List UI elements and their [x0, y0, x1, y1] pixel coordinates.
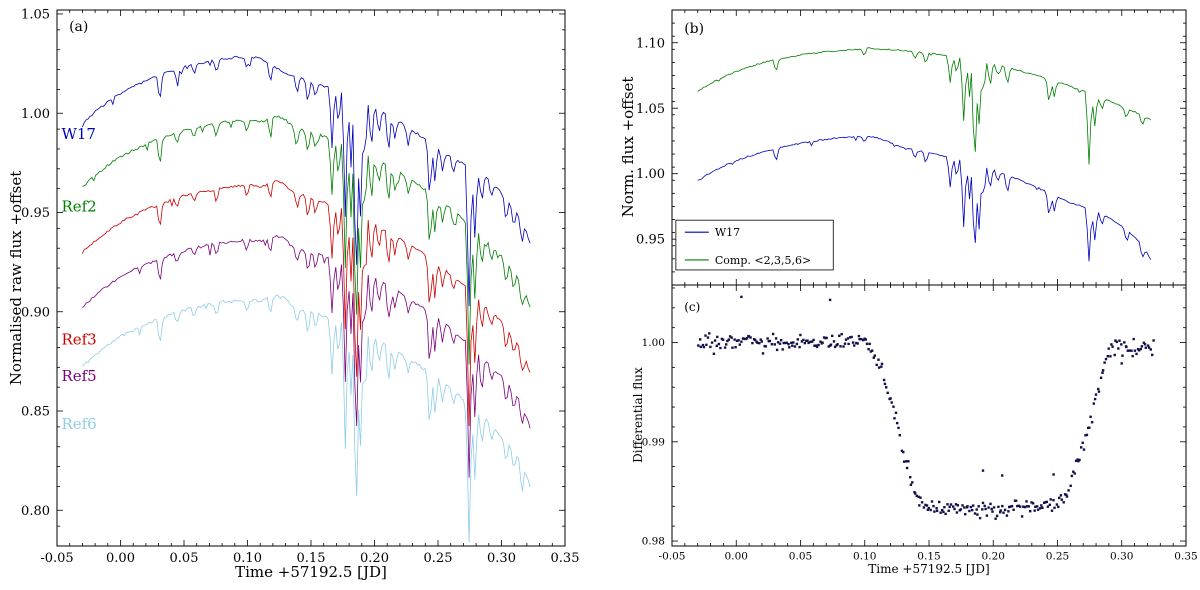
- series-w17: [82, 55, 531, 307]
- panel-b-tick-labels: 0.95 1.00 1.05 1.10: [636, 36, 665, 247]
- panel-a-ticks: [56, 10, 566, 547]
- svg-text:0.90: 0.90: [21, 305, 50, 320]
- panel-a-annotation--a-: (a): [69, 19, 88, 35]
- series-comp-2-3-5-6-: [697, 47, 1151, 165]
- svg-text:0.95: 0.95: [21, 206, 50, 221]
- svg-text:0.15: 0.15: [917, 551, 940, 563]
- svg-text:1.05: 1.05: [636, 102, 665, 117]
- svg-text:0.99: 0.99: [642, 436, 665, 448]
- svg-text:1.00: 1.00: [636, 167, 665, 182]
- svg-text:0.35: 0.35: [1174, 551, 1197, 563]
- panel-c-annotation--c-: (c): [684, 300, 700, 314]
- panel-a-spines: [56, 9, 566, 547]
- svg-text:0.00: 0.00: [106, 551, 135, 566]
- panel-c-data-area: [697, 295, 1155, 520]
- legend-entry-label: Comp. <2,3,5,6>: [715, 254, 811, 267]
- panel-c-ticks: [671, 285, 1187, 546]
- series-w17: [697, 135, 1152, 262]
- svg-text:0.20: 0.20: [982, 551, 1005, 563]
- svg-text:0.30: 0.30: [1110, 551, 1133, 563]
- panel-a-tick-labels: -0.05 0.00 0.05 0.10 0.15 0.20 0.25 0.30 0.35 0.8…: [21, 8, 579, 566]
- svg-text:0.25: 0.25: [1046, 551, 1069, 563]
- svg-text:0.35: 0.35: [551, 551, 580, 566]
- panel-b-annotation--b-: (b): [684, 21, 704, 37]
- scatter-series-differential-flux: [697, 295, 1155, 520]
- series-ref5: [82, 234, 531, 478]
- series-ref6: [82, 294, 531, 543]
- svg-text:0.05: 0.05: [170, 551, 199, 566]
- panel-a-annotation-ref6: Ref6: [61, 415, 96, 433]
- panel-a-annotation-ref3: Ref3: [61, 331, 96, 349]
- svg-text:-0.05: -0.05: [659, 551, 686, 563]
- svg-text:1.00: 1.00: [21, 107, 50, 122]
- svg-text:0.05: 0.05: [789, 551, 812, 563]
- svg-text:0.95: 0.95: [636, 233, 665, 248]
- svg-text:1.00: 1.00: [642, 337, 665, 349]
- panel-b-legend: W17 Comp. <2,3,5,6>: [675, 219, 834, 271]
- svg-text:0.10: 0.10: [853, 551, 876, 563]
- legend-entry-label: W17: [715, 226, 740, 239]
- svg-text:0.20: 0.20: [360, 551, 389, 566]
- panel-c-tick-labels: -0.05 0.00 0.05 0.10 0.15 0.20 0.25 0.30 0.35 0.9…: [642, 337, 1198, 562]
- panel-c-x-axis-label: Time +57192.5 [JD]: [868, 562, 990, 576]
- svg-text:0.30: 0.30: [487, 551, 516, 566]
- svg-text:1.10: 1.10: [636, 36, 665, 51]
- svg-text:1.05: 1.05: [21, 8, 50, 23]
- svg-text:0.15: 0.15: [297, 551, 326, 566]
- panel-b-y-axis-label: Norm. flux +offset: [619, 76, 637, 218]
- series-ref2: [82, 115, 531, 365]
- svg-text:-0.05: -0.05: [40, 551, 73, 566]
- svg-text:0.98: 0.98: [642, 536, 665, 548]
- series-ref3: [82, 180, 531, 427]
- panel-a-annotation-ref2: Ref2: [61, 197, 96, 215]
- panel-a-annotation-ref5: Ref5: [61, 367, 96, 385]
- svg-text:0.00: 0.00: [725, 551, 748, 563]
- panel-a-x-axis-label: Time +57192.5 [JD]: [235, 563, 387, 581]
- svg-text:0.25: 0.25: [424, 551, 453, 566]
- panel-a-annotation-w17: W17: [61, 125, 96, 143]
- svg-text:0.80: 0.80: [21, 504, 50, 519]
- panel-c-spines: [671, 284, 1187, 547]
- panel-b-data-area: [697, 47, 1152, 262]
- panel-a-data-area: [82, 55, 531, 543]
- panel-c-y-axis-label: Differential flux: [631, 367, 645, 463]
- panel-a-y-axis-label: Normalised raw flux +offset: [7, 170, 25, 386]
- svg-text:0.10: 0.10: [233, 551, 262, 566]
- svg-text:0.85: 0.85: [21, 405, 50, 420]
